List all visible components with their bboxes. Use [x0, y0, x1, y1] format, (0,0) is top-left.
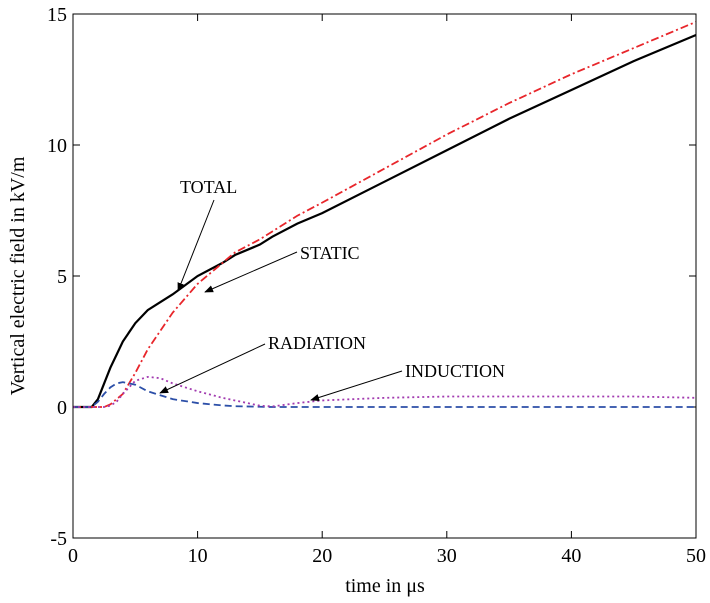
annotation-arrow: [310, 370, 403, 401]
annotation: TOTAL: [180, 177, 237, 197]
y-tick-label: 15: [47, 4, 67, 26]
series-line: [73, 21, 697, 408]
x-tick-label: 30: [437, 545, 457, 567]
x-tick-label: 50: [686, 545, 706, 567]
x-tick-label: 40: [561, 545, 581, 567]
y-tick-label: 0: [57, 397, 67, 419]
annotation-arrow: [177, 199, 215, 292]
x-tick-label: 20: [312, 545, 332, 567]
annotation: STATIC: [300, 243, 360, 263]
series-line: [73, 381, 696, 408]
y-axis-label: Vertical electric field in kV/m: [7, 156, 29, 395]
annotation: INDUCTION: [405, 361, 505, 381]
y-tick-label: -5: [50, 528, 67, 550]
plot-frame: [72, 13, 697, 539]
annotation-arrow: [204, 251, 298, 293]
x-tick-label: 10: [188, 545, 208, 567]
y-tick-label: 10: [47, 135, 67, 157]
annotation-arrow: [159, 343, 266, 394]
annotation: RADIATION: [268, 333, 366, 353]
y-tick-label: 5: [57, 266, 67, 288]
series-line: [73, 33, 697, 409]
series-line: [73, 375, 697, 408]
x-axis-label: time in μs: [345, 575, 425, 597]
x-tick-label: 0: [68, 545, 78, 567]
